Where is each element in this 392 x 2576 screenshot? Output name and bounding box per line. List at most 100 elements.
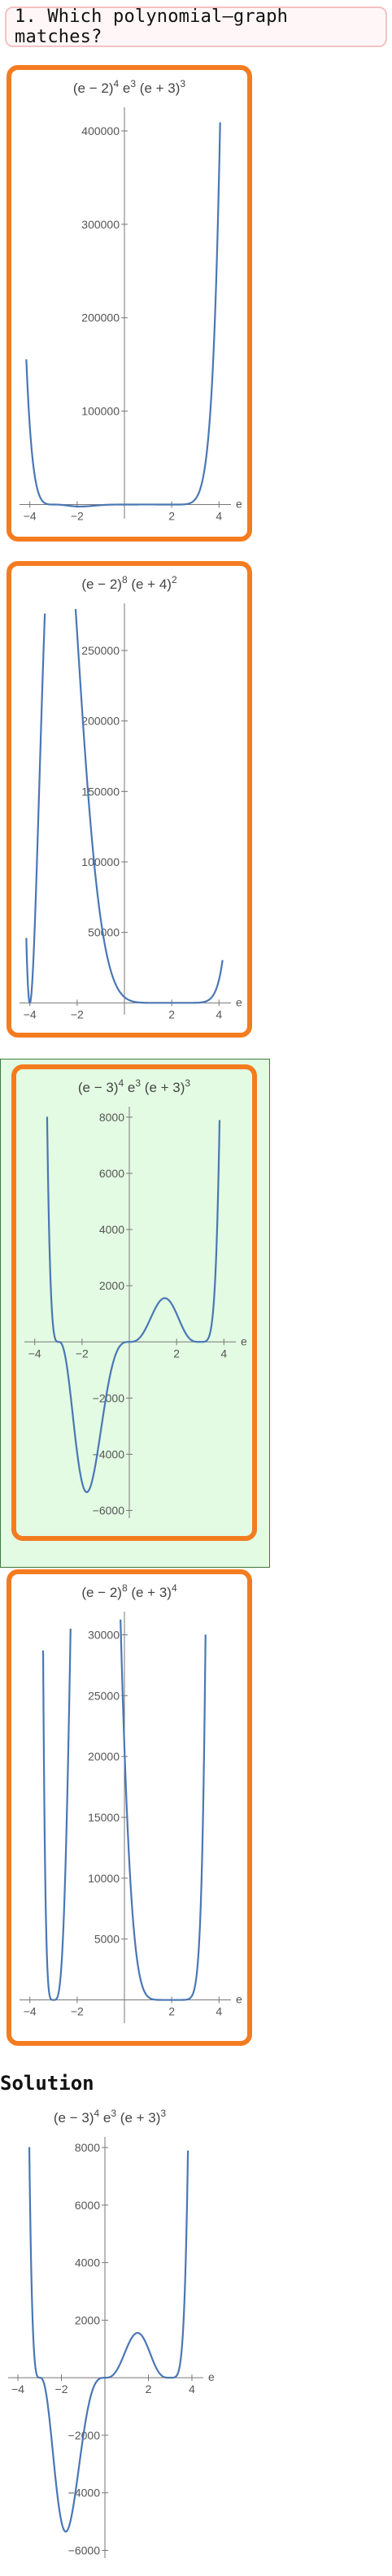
question-bar: 1. Which polynomial–graph matches? <box>5 7 387 47</box>
solution-y-tick-label: 6000 <box>75 2199 100 2212</box>
option-3-y-tick-label: −2000 <box>93 1391 125 1404</box>
solution-y-tick-label: −4000 <box>68 2487 101 2500</box>
option-4-y-tick-label: 10000 <box>88 1872 120 1885</box>
solution-y-tick-label: 8000 <box>75 2141 100 2154</box>
option-2-y-tick-label: 50000 <box>88 926 120 939</box>
option-2-eq-exponent: 2 <box>172 574 177 585</box>
option-3-x-tick-label: −2 <box>76 1347 89 1360</box>
option-2-y-tick-label: 250000 <box>81 644 120 657</box>
answer-option-1[interactable]: (e − 2)4 e3 (e + 3)3 −4 −2 2 4 e 100000 200000 3… <box>7 65 252 542</box>
option-1-curve <box>25 122 221 508</box>
option-2-eq-factor: (e + 4) <box>128 577 172 592</box>
option-3-equation-label: (e − 3)4 e3 (e + 3)3 <box>78 1077 191 1095</box>
option-4-eq-factor: (e − 2) <box>81 1585 122 1600</box>
option-4-equation-label: (e − 2)8 (e + 3)4 <box>81 1582 177 1600</box>
option-4-eq-exponent: 4 <box>172 1582 177 1594</box>
option-4-chart: (e − 2)8 (e + 3)4−4 −2 2 4e5000100001500020… <box>20 1582 242 2023</box>
option-2-eq-factor: (e − 2) <box>81 577 122 592</box>
solution-equation-label: (e − 3)4 e3 (e + 3)3 <box>54 2108 167 2126</box>
option-4-x-tick-label: −2 <box>71 2005 84 2018</box>
option-4-y-tick-label: 30000 <box>88 1628 120 1641</box>
option-3-y-tick-label: 6000 <box>99 1167 124 1180</box>
option-4-y-tick-label: 15000 <box>88 1811 120 1824</box>
option-4-x-tick-label: −4 <box>24 2005 37 2018</box>
option-4-y-tick-label: 5000 <box>94 1933 120 1946</box>
option-3-curve <box>46 1116 221 1494</box>
option-3-chart: (e − 3)4 e3 (e + 3)3−4 −2 2 4e−6000−4000−20… <box>24 1077 247 1518</box>
option-3-x-tick-label: −4 <box>28 1347 41 1360</box>
solution-x-tick-label: 2 <box>146 2382 152 2395</box>
solution-eq-exponent: 4 <box>94 2108 100 2119</box>
option-4-curve <box>41 1619 207 2001</box>
option-3-y-tick-label: 2000 <box>99 1279 124 1292</box>
solution-chart: (e − 3)4 e3 (e + 3)3−4 −2 2 4e−6000−4000−20… <box>8 2108 215 2558</box>
option-3-x-axis-label: e <box>241 1334 247 1347</box>
answer-option-4[interactable]: (e − 2)8 (e + 3)4 −4 −2 2 4 e 5000 10000 15000 20… <box>7 1569 252 2046</box>
option-3-eq-exponent: 4 <box>119 1077 124 1089</box>
option-1-eq-exponent: 3 <box>180 78 185 89</box>
answer-option-3[interactable]: (e − 3)4 e3 (e + 3)3 −4 −2 2 4 e −6000 −4000 −20… <box>11 1064 257 1541</box>
option-2-equation-label: (e − 2)8 (e + 4)2 <box>81 574 177 592</box>
solution-curve <box>28 2147 189 2533</box>
option-4-x-tick-label: 2 <box>168 2005 175 2018</box>
option-1-y-tick-label: 100000 <box>81 405 120 418</box>
option-4-eq-factor: (e + 3) <box>128 1585 172 1600</box>
solution-y-tick-label: 4000 <box>75 2256 100 2269</box>
option-3-x-tick-label: 4 <box>220 1347 227 1360</box>
solution-x-tick-label: −4 <box>11 2382 24 2395</box>
answer-option-2[interactable]: (e − 2)8 (e + 4)2 −4 −2 2 4 e 50000 100000 15000… <box>7 561 252 1038</box>
option-3-eq-factor: (e − 3) <box>78 1080 119 1095</box>
option-4-x-tick-label: 4 <box>216 2005 222 2018</box>
option-2-curve <box>25 609 224 1004</box>
selected-answer-highlight <box>0 1059 270 1568</box>
option-1-x-axis-label: e <box>236 498 242 511</box>
option-4-eq-exponent: 8 <box>122 1582 128 1594</box>
option-1-eq-factor: e <box>119 80 130 96</box>
option-1-eq-exponent: 3 <box>130 78 136 89</box>
solution-heading: Solution <box>0 2072 94 2095</box>
solution-x-tick-label: 4 <box>189 2382 195 2395</box>
solution-y-tick-label: −6000 <box>68 2543 101 2556</box>
option-4-y-tick-label: 20000 <box>88 1750 120 1763</box>
option-2-y-tick-label: 200000 <box>81 715 120 728</box>
option-1-x-tick-label: −2 <box>71 510 84 523</box>
solution-eq-factor: (e + 3) <box>116 2110 160 2126</box>
solution-eq-factor: e <box>99 2110 111 2126</box>
option-1-eq-exponent: 4 <box>114 78 120 89</box>
question-text: 1. Which polynomial–graph matches? <box>15 7 289 47</box>
option-3-eq-exponent: 3 <box>185 1077 190 1089</box>
solution-eq-exponent: 3 <box>111 2108 116 2119</box>
option-1-y-tick-label: 400000 <box>81 124 120 137</box>
solution-x-tick-label: −2 <box>55 2382 68 2395</box>
option-1-x-tick-label: 4 <box>216 510 222 523</box>
option-1-x-tick-label: 2 <box>168 510 175 523</box>
option-1-y-tick-label: 300000 <box>81 218 120 231</box>
option-2-x-tick-label: 2 <box>168 1007 175 1020</box>
option-1-eq-factor: (e − 2) <box>73 80 114 96</box>
option-1-y-tick-label: 200000 <box>81 311 120 324</box>
option-3-y-tick-label: −6000 <box>93 1504 125 1517</box>
option-2-chart: (e − 2)8 (e + 4)2−4 −2 2 4e5000010000015000… <box>20 574 242 1020</box>
option-2-y-tick-label: 100000 <box>81 855 120 868</box>
option-1-chart: (e − 2)4 e3 (e + 3)3−4 −2 2 4e1000002000003… <box>20 78 242 523</box>
option-1-eq-factor: (e + 3) <box>136 80 180 96</box>
option-3-y-tick-label: 8000 <box>99 1111 124 1124</box>
solution-y-tick-label: 2000 <box>75 2313 100 2326</box>
solution-eq-exponent: 3 <box>160 2108 166 2119</box>
solution-x-axis-label: e <box>208 2370 215 2383</box>
option-1-x-tick-label: −4 <box>24 510 37 523</box>
option-1-equation-label: (e − 2)4 e3 (e + 3)3 <box>73 78 186 96</box>
option-3-eq-exponent: 3 <box>135 1077 141 1089</box>
option-3-y-tick-label: 4000 <box>99 1223 124 1236</box>
option-4-x-axis-label: e <box>236 1993 242 2006</box>
option-2-x-tick-label: −4 <box>24 1007 37 1020</box>
option-3-eq-factor: e <box>124 1080 135 1095</box>
option-2-y-tick-label: 150000 <box>81 785 120 798</box>
option-2-x-tick-label: −2 <box>71 1007 84 1020</box>
option-3-y-tick-label: −4000 <box>93 1447 125 1460</box>
solution-eq-factor: (e − 3) <box>54 2110 94 2126</box>
option-4-y-tick-label: 25000 <box>88 1689 120 1702</box>
option-3-x-tick-label: 2 <box>173 1347 180 1360</box>
option-3-eq-factor: (e + 3) <box>141 1080 185 1095</box>
option-2-eq-exponent: 8 <box>122 574 128 585</box>
